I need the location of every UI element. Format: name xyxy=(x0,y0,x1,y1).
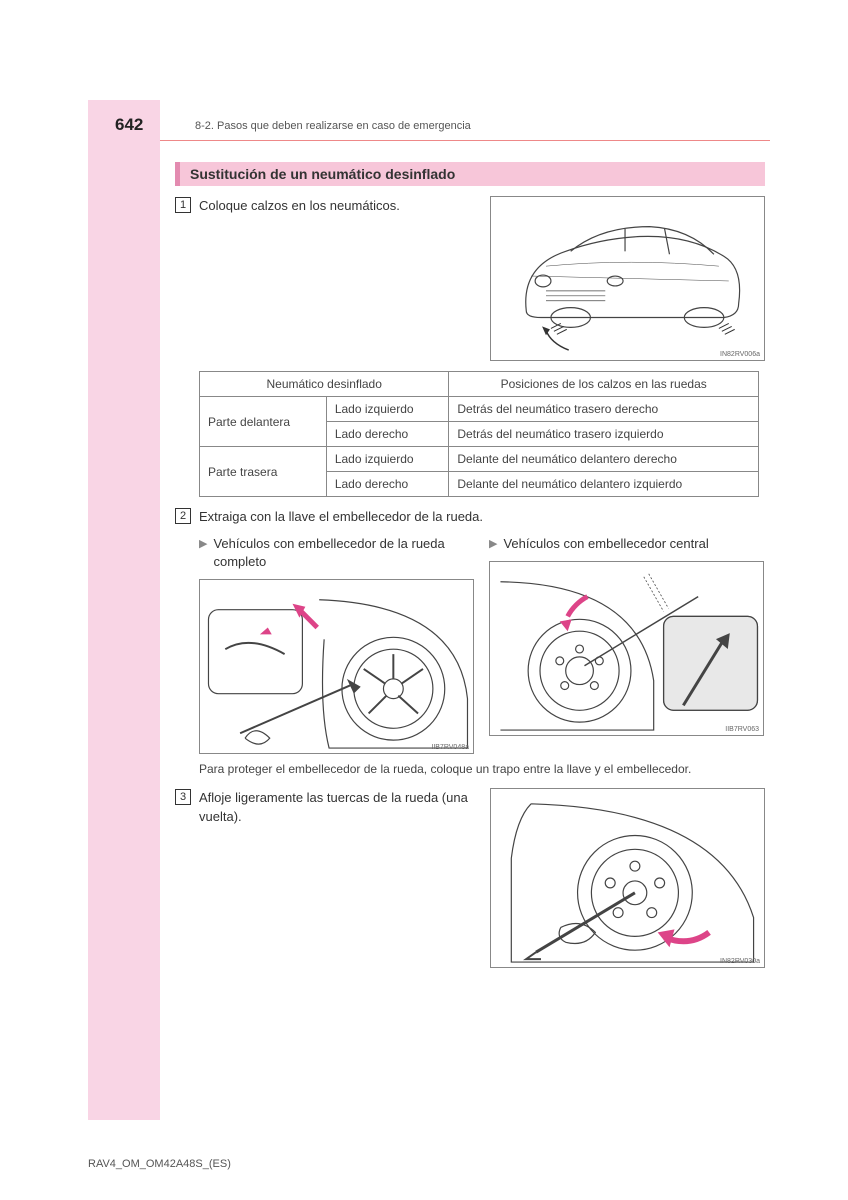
table-header: Neumático desinflado xyxy=(200,372,449,397)
table-row: Neumático desinflado Posiciones de los c… xyxy=(200,372,759,397)
figure-wheel-cover-center: IIB7RV063 xyxy=(489,561,764,736)
step-3-text: Afloje ligeramente las tuercas de la rue… xyxy=(199,788,476,968)
table-cell: Delante del neumático delantero derecho xyxy=(449,447,759,472)
table-cell: Delante del neumático delantero izquierd… xyxy=(449,472,759,497)
document-footer: RAV4_OM_OM42A48S_(ES) xyxy=(88,1158,231,1170)
table-cell: Parte trasera xyxy=(200,447,327,497)
section-tab xyxy=(88,100,160,1120)
triangle-bullet-icon: ▶ xyxy=(199,537,207,571)
bullet-text: Vehículos con embellecedor central xyxy=(503,535,708,553)
table-cell: Lado derecho xyxy=(326,422,449,447)
column-left: ▶ Vehículos con embellecedor de la rueda… xyxy=(199,535,475,754)
bullet-item: ▶ Vehículos con embellecedor central xyxy=(489,535,765,553)
step-number-icon: 3 xyxy=(175,789,191,805)
loosen-nuts-illustration-icon xyxy=(491,789,764,967)
step-3: 3 Afloje ligeramente las tuercas de la r… xyxy=(175,788,765,968)
content-area: Sustitución de un neumático desinflado 1… xyxy=(175,162,765,976)
breadcrumb: 8-2. Pasos que deben realizarse en caso … xyxy=(195,120,471,132)
figure-id: IIB7RV048a xyxy=(431,744,469,751)
bullet-text: Vehículos con embellecedor de la rueda c… xyxy=(213,535,475,571)
page: 642 8-2. Pasos que deben realizarse en c… xyxy=(0,0,848,1200)
table-cell: Parte delantera xyxy=(200,397,327,447)
table-cell: Lado izquierdo xyxy=(326,397,449,422)
step-number-icon: 1 xyxy=(175,197,191,213)
figure-id: IIB7RV063 xyxy=(725,726,759,733)
car-illustration-icon xyxy=(491,197,764,360)
step-1: 1 Coloque calzos en los neumáticos. xyxy=(175,196,765,361)
figure-loosen-nuts: IN82RV030a xyxy=(490,788,765,968)
step-2: 2 Extraiga con la llave el embellecedor … xyxy=(175,507,765,527)
table-row: Parte trasera Lado izquierdo Delante del… xyxy=(200,447,759,472)
two-column: ▶ Vehículos con embellecedor de la rueda… xyxy=(199,535,765,754)
column-right: ▶ Vehículos con embellecedor central xyxy=(489,535,765,754)
table-cell: Detrás del neumático trasero derecho xyxy=(449,397,759,422)
step-number-icon: 2 xyxy=(175,508,191,524)
table-cell: Lado derecho xyxy=(326,472,449,497)
protective-note: Para proteger el embellecedor de la rued… xyxy=(199,760,759,778)
step-2-text: Extraiga con la llave el embellecedor de… xyxy=(199,507,483,527)
triangle-bullet-icon: ▶ xyxy=(489,537,497,553)
table-cell: Lado izquierdo xyxy=(326,447,449,472)
figure-wheel-cover-full: IIB7RV048a xyxy=(199,579,474,754)
figure-car-chocks: IN82RV006a xyxy=(490,196,765,361)
chock-position-table: Neumático desinflado Posiciones de los c… xyxy=(199,371,759,497)
header-rule xyxy=(160,140,770,141)
table-header: Posiciones de los calzos en las ruedas xyxy=(449,372,759,397)
figure-id: IN82RV006a xyxy=(720,351,760,358)
wheel-cover-illustration-icon xyxy=(200,580,473,753)
section-title: Sustitución de un neumático desinflado xyxy=(175,162,765,186)
table-row: Parte delantera Lado izquierdo Detrás de… xyxy=(200,397,759,422)
figure-id: IN82RV030a xyxy=(720,958,760,965)
bullet-item: ▶ Vehículos con embellecedor de la rueda… xyxy=(199,535,475,571)
center-cap-illustration-icon xyxy=(490,562,763,735)
table-cell: Detrás del neumático trasero izquierdo xyxy=(449,422,759,447)
step-1-text: Coloque calzos en los neumáticos. xyxy=(199,196,480,216)
page-number: 642 xyxy=(115,115,143,135)
